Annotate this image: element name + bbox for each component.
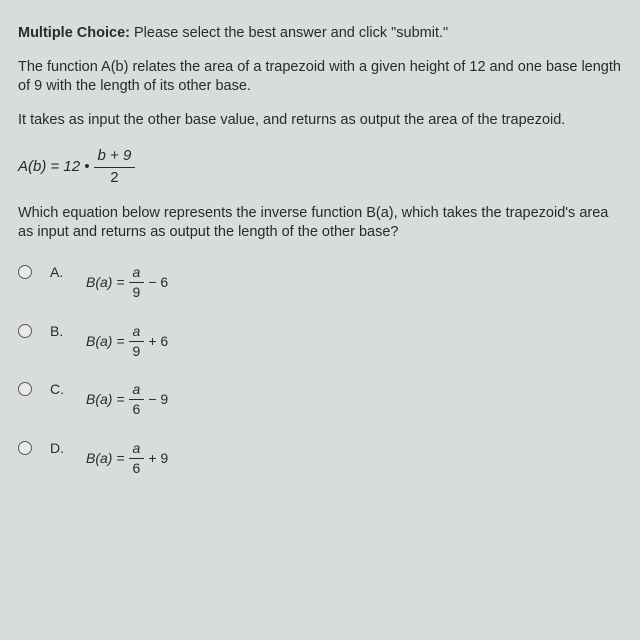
radio-icon[interactable] <box>18 324 32 338</box>
opt-lhs: B(a) = <box>86 449 125 468</box>
option-equation: B(a) = a 9 + 6 <box>86 322 168 361</box>
radio-icon[interactable] <box>18 265 32 279</box>
main-eq-fraction: b + 9 2 <box>94 146 136 188</box>
option-letter: B. <box>50 322 80 341</box>
opt-num: a <box>129 263 145 283</box>
options-list: A. B(a) = a 9 − 6 B. B(a) = a 9 + 6 C. B… <box>18 263 622 478</box>
radio-icon[interactable] <box>18 441 32 455</box>
opt-den: 9 <box>129 283 145 302</box>
opt-fraction: a 6 <box>129 380 145 419</box>
main-equation: A(b) = 12 • b + 9 2 <box>18 146 622 188</box>
opt-tail: − 9 <box>148 390 168 409</box>
opt-den: 6 <box>129 459 145 478</box>
radio-icon[interactable] <box>18 382 32 396</box>
opt-lhs: B(a) = <box>86 390 125 409</box>
option-d-row[interactable]: D. B(a) = a 6 + 9 <box>18 439 622 478</box>
option-a-row[interactable]: A. B(a) = a 9 − 6 <box>18 263 622 302</box>
paragraph-2: It takes as input the other base value, … <box>18 111 622 131</box>
opt-num: a <box>129 380 145 400</box>
opt-lhs: B(a) = <box>86 332 125 351</box>
header-line: Multiple Choice: Please select the best … <box>18 24 622 44</box>
option-equation: B(a) = a 6 − 9 <box>86 380 168 419</box>
opt-fraction: a 9 <box>129 322 145 361</box>
option-letter: C. <box>50 380 80 399</box>
opt-num: a <box>129 439 145 459</box>
header-instruction: Please select the best answer and click … <box>130 25 448 41</box>
opt-fraction: a 9 <box>129 263 145 302</box>
opt-num: a <box>129 322 145 342</box>
option-equation: B(a) = a 9 − 6 <box>86 263 168 302</box>
paragraph-1: The function A(b) relates the area of a … <box>18 58 622 97</box>
main-eq-den: 2 <box>106 168 122 188</box>
opt-den: 9 <box>129 342 145 361</box>
main-eq-lhs: A(b) = 12 • <box>18 157 90 177</box>
option-letter: D. <box>50 439 80 458</box>
opt-tail: − 6 <box>148 273 168 292</box>
opt-fraction: a 6 <box>129 439 145 478</box>
main-eq-num: b + 9 <box>94 146 136 167</box>
option-letter: A. <box>50 263 80 282</box>
opt-lhs: B(a) = <box>86 273 125 292</box>
opt-tail: + 6 <box>148 332 168 351</box>
question-text: Which equation below represents the inve… <box>18 204 622 243</box>
option-equation: B(a) = a 6 + 9 <box>86 439 168 478</box>
option-c-row[interactable]: C. B(a) = a 6 − 9 <box>18 380 622 419</box>
header-label: Multiple Choice: <box>18 25 130 41</box>
option-b-row[interactable]: B. B(a) = a 9 + 6 <box>18 322 622 361</box>
opt-tail: + 9 <box>148 449 168 468</box>
opt-den: 6 <box>129 400 145 419</box>
